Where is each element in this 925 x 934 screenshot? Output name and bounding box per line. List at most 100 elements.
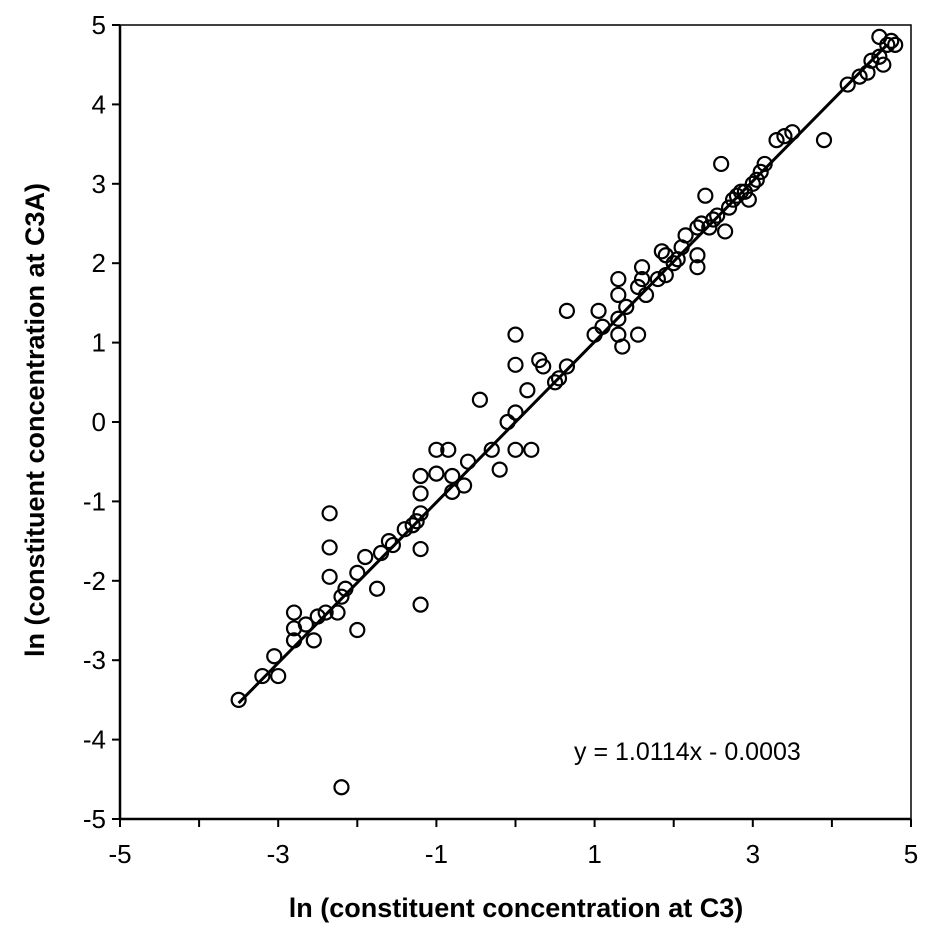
tick-labels: 5 4 3 2 1 0 -1 -2 -3 -4 -5-5 -3 -1 1 3 5 [83, 10, 918, 869]
data-point [523, 441, 540, 458]
data-point [285, 632, 303, 649]
y-tick-label: 5 [92, 10, 106, 40]
data-point [689, 259, 706, 276]
data-point [329, 604, 346, 621]
data-point [618, 298, 635, 315]
data-point [408, 513, 425, 530]
data-point [649, 270, 666, 288]
data-point [740, 191, 757, 208]
data-point [333, 779, 350, 796]
data-point [428, 465, 445, 482]
data-point [412, 467, 429, 485]
data-point [535, 358, 552, 375]
data-point [776, 128, 793, 145]
data-point [349, 564, 366, 581]
y-tick-label: -4 [83, 725, 106, 755]
data-point [546, 374, 564, 391]
data-point [709, 207, 726, 224]
data-point [396, 521, 413, 538]
data-point [610, 310, 627, 327]
data-point [305, 632, 322, 649]
data-point [637, 286, 655, 304]
data-point [444, 467, 461, 485]
data-point [883, 32, 900, 49]
data-point [871, 48, 888, 65]
data-point [614, 338, 631, 355]
data-point [748, 171, 765, 188]
data-point [594, 318, 611, 335]
data-point [633, 270, 651, 288]
data-point [254, 667, 271, 685]
data-point [384, 536, 401, 554]
data-point [412, 540, 429, 558]
data-point [412, 485, 429, 502]
data-point [349, 621, 366, 639]
y-tick-label: 2 [92, 248, 106, 278]
data-point [550, 370, 568, 387]
data-point [428, 441, 445, 458]
data-point [440, 441, 457, 458]
data-point [491, 461, 508, 478]
data-point [590, 302, 607, 319]
data-point [784, 124, 801, 141]
data-point [337, 580, 354, 597]
data-point [507, 404, 524, 421]
data-point [404, 517, 421, 534]
data-point [483, 441, 500, 458]
data-point [630, 326, 647, 343]
data-point [380, 532, 398, 550]
data-point [230, 691, 247, 709]
data-point [317, 604, 334, 621]
x-tick-label: -5 [108, 839, 131, 869]
data-point [558, 302, 576, 319]
regression-equation: y = 1.0114x - 0.0003 [574, 738, 801, 766]
data-point [309, 608, 326, 625]
y-tick-label: 1 [92, 328, 106, 358]
data-point [297, 616, 314, 633]
data-point [321, 568, 338, 585]
y-tick-label: 3 [92, 169, 106, 199]
data-point [705, 211, 722, 228]
x-tick-label: 1 [587, 839, 601, 869]
data-point [851, 68, 868, 85]
data-point [558, 358, 576, 375]
data-point [455, 477, 473, 494]
data-point [689, 247, 706, 264]
data-point [665, 255, 682, 272]
data-point [333, 588, 350, 605]
data-point [689, 219, 706, 236]
data-point [713, 155, 730, 173]
data-point [459, 453, 477, 470]
data-point [471, 391, 489, 408]
data-point [368, 580, 386, 597]
y-tick-label: -5 [83, 804, 106, 834]
data-point [677, 227, 694, 244]
data-point [321, 539, 338, 556]
data-point [270, 667, 287, 685]
y-tick-label: 4 [92, 89, 106, 119]
data-point [285, 604, 303, 621]
data-point [266, 648, 283, 665]
data-points [230, 28, 904, 796]
data-point [412, 505, 429, 522]
data-point [507, 356, 524, 373]
y-tick-label: 0 [92, 407, 106, 437]
data-point [633, 259, 651, 276]
y-tick-label: -1 [83, 486, 106, 516]
data-point [372, 544, 390, 562]
data-point [887, 36, 904, 53]
data-point [839, 76, 856, 93]
data-point [507, 326, 524, 343]
data-point [610, 270, 627, 288]
data-point [357, 548, 374, 566]
data-point [752, 163, 769, 180]
x-tick-label: 5 [904, 839, 918, 869]
data-point [321, 505, 338, 522]
data-point [717, 223, 734, 240]
data-point [657, 267, 674, 284]
data-point [744, 175, 761, 192]
data-point [756, 155, 773, 173]
data-point [879, 36, 896, 53]
data-point [701, 219, 718, 236]
